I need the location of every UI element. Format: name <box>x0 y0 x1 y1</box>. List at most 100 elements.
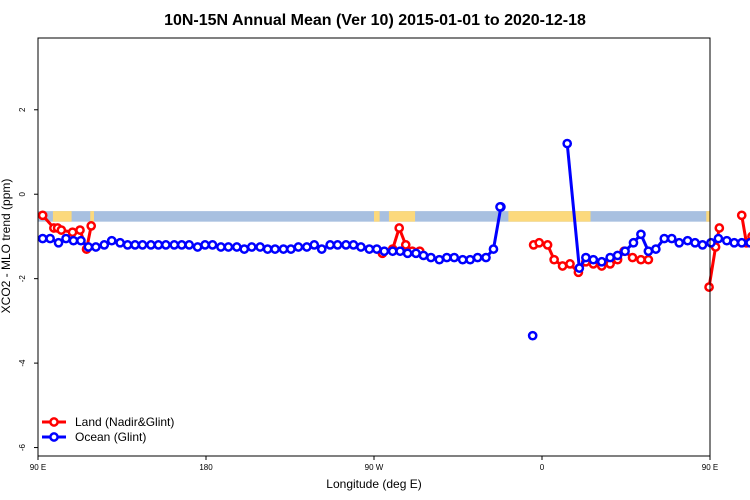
data-point <box>231 242 242 252</box>
data-point <box>122 240 133 250</box>
data-point <box>395 246 405 257</box>
data-point <box>605 252 615 263</box>
data-point <box>37 210 48 221</box>
data-point <box>596 256 607 267</box>
legend-marker <box>49 417 59 427</box>
data-point <box>402 248 413 259</box>
data-point <box>379 246 390 257</box>
data-point <box>441 252 452 263</box>
data-point <box>713 233 724 244</box>
data-point <box>449 252 460 263</box>
series-layer <box>37 138 750 341</box>
land-mask-segment <box>374 211 380 222</box>
data-point <box>542 240 553 250</box>
data-point <box>418 250 429 261</box>
data-point <box>736 237 747 248</box>
data-point <box>527 330 538 341</box>
data-point <box>153 240 164 250</box>
data-point <box>651 244 661 254</box>
data-point <box>371 244 382 254</box>
data-point <box>293 242 304 252</box>
data-point <box>270 244 280 254</box>
data-point <box>721 235 732 246</box>
data-point <box>549 254 559 265</box>
land-mask-segment <box>508 211 591 222</box>
data-point <box>565 259 575 269</box>
data-point <box>495 202 505 212</box>
data-point <box>745 237 750 248</box>
data-point <box>557 261 568 271</box>
data-point <box>184 240 195 250</box>
data-point <box>200 240 210 250</box>
data-point <box>659 233 670 244</box>
land-mask-segment <box>90 211 94 222</box>
data-point <box>612 250 623 261</box>
legend-label: Ocean (Glint) <box>75 430 146 444</box>
data-point <box>465 254 475 265</box>
data-point <box>341 240 351 250</box>
series-ocean <box>37 138 750 341</box>
data-point <box>666 233 677 244</box>
data-point <box>682 235 693 246</box>
data-point <box>216 242 226 252</box>
land-ocean-mask <box>38 211 710 222</box>
x-tick-label: 90 W <box>365 463 384 472</box>
data-point <box>472 252 483 263</box>
data-point <box>434 254 445 265</box>
data-point <box>706 237 716 248</box>
data-point <box>481 252 491 263</box>
data-point <box>207 240 218 250</box>
legend: Land (Nadir&Glint)Ocean (Glint) <box>42 415 174 444</box>
data-point <box>332 240 343 250</box>
data-point <box>91 242 101 252</box>
land-mask-segment <box>706 211 710 222</box>
data-point <box>106 235 117 246</box>
data-point <box>426 252 436 263</box>
data-point <box>581 252 591 263</box>
y-tick-label: -6 <box>18 443 27 451</box>
data-point <box>53 237 64 248</box>
series-line <box>740 215 750 245</box>
data-point <box>636 254 646 265</box>
data-point <box>61 233 71 244</box>
land-mask-segment <box>388 211 416 222</box>
data-point <box>411 248 421 259</box>
data-point <box>348 240 359 250</box>
data-point <box>316 244 327 254</box>
data-point <box>394 223 405 233</box>
data-point <box>99 240 110 250</box>
data-point <box>75 225 85 235</box>
data-point <box>636 229 646 240</box>
data-point <box>223 242 234 252</box>
legend-marker <box>49 432 59 442</box>
data-point <box>309 240 320 250</box>
data-point <box>643 246 654 257</box>
data-point <box>534 237 545 248</box>
x-axis-ticks: 90 E 180 90 W 0 90 E <box>30 456 718 472</box>
data-point <box>192 242 203 252</box>
data-point <box>176 240 187 250</box>
x-tick-label: 180 <box>199 463 213 472</box>
data-point <box>628 237 639 248</box>
data-point <box>130 240 140 250</box>
data-point <box>736 210 747 221</box>
data-point <box>729 237 740 248</box>
data-point <box>137 240 148 250</box>
data-point <box>488 244 499 254</box>
data-point <box>674 237 685 248</box>
y-tick-label: -4 <box>18 359 27 367</box>
data-point <box>278 244 289 254</box>
data-point <box>169 240 180 250</box>
data-point <box>255 242 265 252</box>
y-axis-ticks: 2 0 -2 -4 -6 <box>18 107 38 451</box>
data-point <box>37 233 48 244</box>
x-axis-label: Longitude (deg E) <box>326 477 421 491</box>
data-point <box>86 221 97 231</box>
data-point <box>68 235 79 246</box>
data-point <box>246 242 257 252</box>
y-tick-label: 0 <box>18 191 27 196</box>
data-point <box>574 263 585 273</box>
x-tick-label: 90 E <box>702 463 718 472</box>
data-point <box>146 240 156 250</box>
